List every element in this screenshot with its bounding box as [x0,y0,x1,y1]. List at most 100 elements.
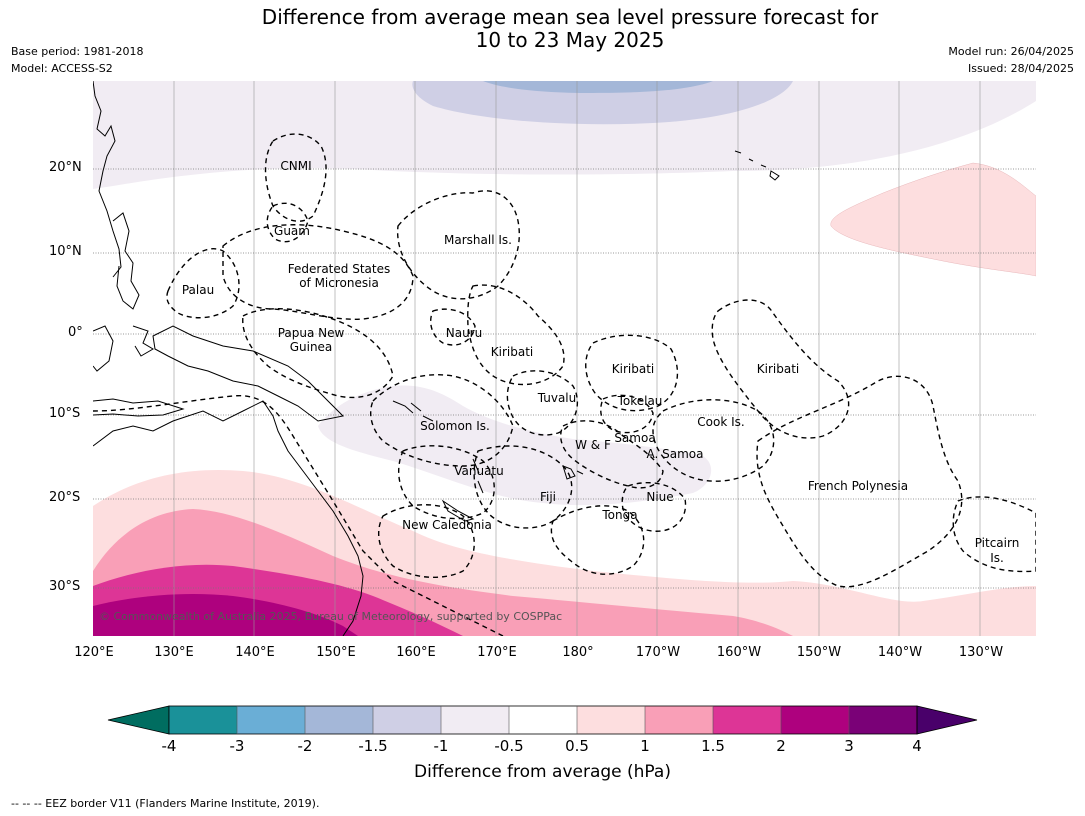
lon-label-140e: 140°E [235,645,275,660]
colorbar-outline [168,705,918,735]
eez-footnote: -- -- -- EEZ border V11 (Flanders Marine… [11,797,320,810]
colorbar-title: Difference from average (hPa) [414,762,671,782]
issued-text: Issued: 28/04/2025 [967,62,1074,75]
region-label-kiribati-west: Kiribati [491,345,533,359]
eez-tonga [550,505,645,575]
region-label-kiribati-east: Kiribati [757,362,799,376]
colorbar-tick-label: 2 [776,737,786,755]
region-label-kiribati-central: Kiribati [612,362,654,376]
region-label-marshall: Marshall Is. [444,233,512,247]
coastlines [93,81,780,636]
region-label-asamoa: A. Samoa [647,447,704,461]
eez-solomon [370,374,514,467]
lon-label-160w: 160°W [716,645,762,660]
region-label-png-line2: Guinea [290,340,333,354]
eez-vanuatu [397,445,495,520]
solomon-is [392,400,434,422]
anomaly-fill-north-mid [412,81,793,125]
colorbar-tick-label: -2 [297,737,313,755]
new-guinea [152,325,345,422]
region-label-nauru: Nauru [446,326,482,340]
anomaly-fill-south-3 [93,594,358,636]
latitude-lines [93,168,1036,589]
region-label-pitcairn-line1: Pitcairn [975,536,1020,550]
lon-label-120e: 120°E [74,645,114,660]
region-label-fiji: Fiji [540,490,556,504]
model-text: Model: ACCESS-S2 [11,62,113,75]
region-label-cook: Cook Is. [697,415,744,429]
lat-label-0: 0° [68,325,83,340]
colorbar-tick-label: 4 [912,737,922,755]
eez-cnmi [264,133,327,222]
map-title-line1: Difference from average mean sea level p… [261,5,879,29]
map-title-line2: 10 to 23 May 2025 [475,28,665,52]
colorbar-segment-11 [849,706,917,734]
colorbar-segment-10 [781,706,849,734]
lat-label-30s: 30°S [49,579,81,594]
eez-niue [621,482,687,532]
eez-palau [166,248,240,319]
eez-french-polynesia [756,375,963,588]
eez-marshall [396,190,520,300]
eez-australia [93,395,504,636]
region-label-guam: Guam [274,224,310,238]
eez-png [242,308,394,399]
eez-borders [93,133,1036,636]
indonesia-south [93,398,185,417]
lon-label-130e: 130°E [154,645,194,660]
lon-label-130w: 130°W [958,645,1004,660]
eez-kiribati-east [711,299,850,439]
anomaly-fill-north-light [93,81,1036,189]
lon-label-150w: 150°W [796,645,842,660]
meta-right: Model run: 26/04/2025 Issued: 28/04/2025 [948,43,1074,77]
eez-tuvalu [506,370,578,436]
lon-label-170e: 170°E [477,645,517,660]
australia [93,400,364,636]
copyright-text: © Commonwealth of Australia 2025, Bureau… [99,610,562,623]
region-label-tonga: Tonga [601,508,637,522]
asia-coast [93,81,122,278]
colorbar-tick-label: 0.5 [565,737,589,755]
region-label-vanuatu: Vanuatu [454,464,504,478]
colorbar-segment-7 [577,706,645,734]
graticule [173,81,981,636]
lon-label-180: 180° [562,645,594,660]
colorbar-tick-label: -3 [229,737,245,755]
lon-label-140w: 140°W [877,645,923,660]
hawaii [734,150,780,181]
borneo-celebes [93,325,154,372]
lat-label-10s: 10°S [49,406,81,421]
colorbar-segment-9 [713,706,781,734]
colorbar-segment-8 [645,706,713,734]
lat-label-20n: 20°N [49,160,82,175]
new-caledonia [441,499,475,522]
colorbar-extend-high [916,705,978,735]
anomaly-fill-north-dark [483,81,713,93]
eez-wf-samoa [560,420,664,489]
map-title: Difference from average mean sea level p… [0,6,1085,52]
lat-label-20s: 20°S [49,490,81,505]
region-label-fsm-line2: of Micronesia [299,276,379,290]
eez-tokelau [600,394,654,434]
eez-cook [652,399,775,482]
region-label-png-line1: Papua New [278,326,345,340]
philippines [112,212,140,310]
eez-kiribati-central [585,334,679,412]
region-label-french-polynesia: French Polynesia [808,479,908,493]
region-label-pitcairn-line2: Is. [990,551,1004,565]
region-label-samoa: Samoa [614,431,655,445]
model-run-text: Model run: 26/04/2025 [948,45,1074,58]
colorbar-tick-label: 3 [844,737,854,755]
eez-guam [266,202,309,243]
eez-nauru [430,308,476,346]
colorbar-segment-6 [509,706,577,734]
map-canvas: CNMI Guam Marshall Is. Federated States … [93,81,1036,636]
colorbar-segment-3 [305,706,373,734]
colorbar-segment-4 [373,706,441,734]
anomaly-fill-central [318,385,712,506]
colorbar-tick-label: 1 [640,737,650,755]
region-label-tokelau: Tokelau [617,394,663,408]
lon-label-160e: 160°E [396,645,436,660]
region-label-palau: Palau [182,283,214,297]
anomaly-fill-northeast [830,162,1036,277]
